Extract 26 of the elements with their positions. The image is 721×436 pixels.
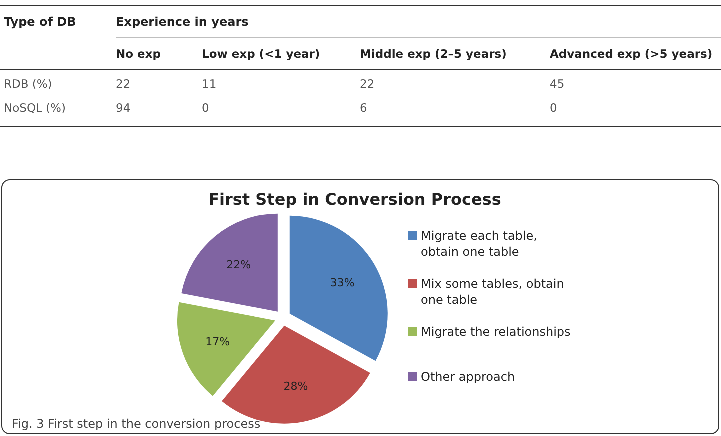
legend-label: Mix some tables, obtain one table xyxy=(421,277,564,307)
y-tick-label: NoSQL (%) xyxy=(4,101,66,115)
x-axis-title: Experience in years xyxy=(116,15,249,29)
data-label: 0 xyxy=(550,101,558,115)
data-label: 17% xyxy=(206,335,230,348)
data-label: 22% xyxy=(226,258,252,272)
y-axis-title: Type of DB xyxy=(4,15,76,29)
chart-title: First Step in Conversion Process xyxy=(208,190,502,209)
data-label: 33% xyxy=(330,276,355,290)
data-label: 22 xyxy=(360,77,375,91)
data-label: 28% xyxy=(284,380,308,394)
legend-label: Migrate the relationships xyxy=(421,325,571,339)
data-label: 11 xyxy=(202,77,217,91)
legend-label: Migrate each table, obtain one table xyxy=(421,229,538,259)
x-tick-label: Advanced exp (>5 years) xyxy=(550,47,713,61)
y-tick-label: RDB (%) xyxy=(4,77,52,91)
data-label: 22 xyxy=(116,77,131,91)
data-label: 45 xyxy=(550,77,565,91)
legend-label: Other approach xyxy=(421,370,516,384)
data-label: 0 xyxy=(202,101,210,115)
x-tick-label: Middle exp (2–5 years) xyxy=(360,47,507,61)
caption: Fig. 3 First step in the conversion process xyxy=(12,417,261,431)
data-label: 6 xyxy=(360,101,368,115)
data-label: 94 xyxy=(116,101,131,115)
x-tick-label: Low exp (<1 year) xyxy=(202,47,320,61)
x-tick-label: No exp xyxy=(116,47,161,61)
